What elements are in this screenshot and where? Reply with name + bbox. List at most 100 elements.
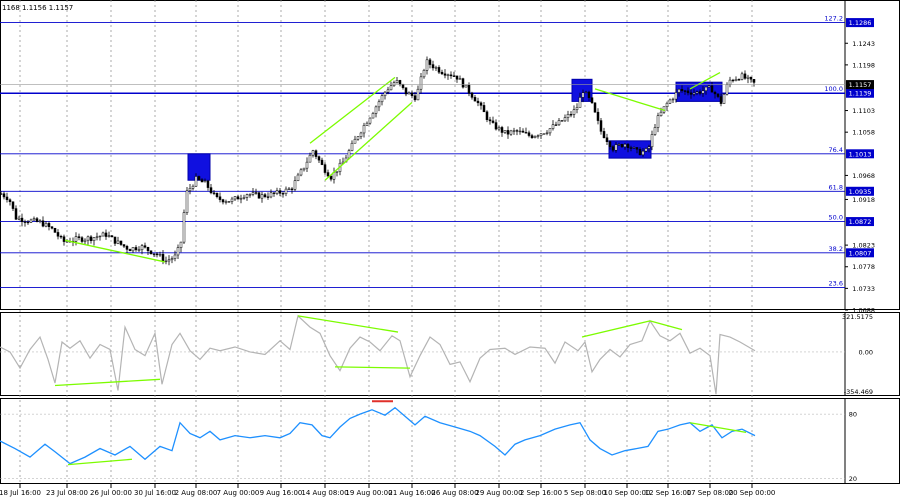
candle[interactable] <box>566 114 570 118</box>
candle[interactable] <box>299 169 303 176</box>
candle[interactable] <box>443 73 447 76</box>
candle[interactable] <box>383 91 387 97</box>
candle[interactable] <box>206 180 210 188</box>
candle[interactable] <box>509 130 513 135</box>
candle[interactable] <box>53 228 57 233</box>
candle[interactable] <box>665 102 669 107</box>
candle[interactable] <box>596 111 600 121</box>
candle[interactable] <box>182 212 186 243</box>
candle[interactable] <box>29 219 33 223</box>
candle[interactable] <box>227 201 231 203</box>
candle[interactable] <box>602 131 606 138</box>
candle[interactable] <box>506 130 510 135</box>
candle[interactable] <box>143 245 147 248</box>
candle[interactable] <box>476 100 480 104</box>
candle[interactable] <box>92 237 96 242</box>
candle[interactable] <box>485 111 489 120</box>
candle[interactable] <box>677 89 681 93</box>
trend-line[interactable] <box>689 72 721 90</box>
candle[interactable] <box>413 95 417 101</box>
price-panel[interactable]: 1.1243 1.1198 1.1103 1.1058 1.0968 1.0918 1.08… <box>0 15 875 315</box>
candle[interactable] <box>77 236 81 238</box>
candle[interactable] <box>554 124 558 126</box>
ind1-line[interactable] <box>0 314 756 395</box>
candle[interactable] <box>83 239 87 242</box>
candle[interactable] <box>317 156 321 161</box>
candle[interactable] <box>191 185 195 189</box>
candle[interactable] <box>188 187 192 192</box>
candle[interactable] <box>14 208 18 220</box>
candle[interactable] <box>428 59 432 65</box>
candle[interactable] <box>167 259 171 262</box>
candle[interactable] <box>197 176 201 180</box>
candle[interactable] <box>209 187 213 194</box>
candle[interactable] <box>224 201 228 203</box>
candle[interactable] <box>431 64 435 69</box>
candle[interactable] <box>752 79 756 83</box>
ind2-trend-line[interactable] <box>67 458 133 466</box>
candle[interactable] <box>395 80 399 83</box>
candle[interactable] <box>131 247 135 252</box>
candle[interactable] <box>533 135 537 138</box>
candle[interactable] <box>635 147 639 150</box>
candle[interactable] <box>584 91 588 94</box>
candle[interactable] <box>347 150 351 159</box>
candle[interactable] <box>620 144 624 148</box>
candle[interactable] <box>212 192 216 194</box>
candle[interactable] <box>722 94 726 104</box>
candle[interactable] <box>419 76 423 90</box>
candle[interactable] <box>59 236 63 238</box>
candle[interactable] <box>551 124 555 129</box>
candle[interactable] <box>272 192 276 194</box>
candle[interactable] <box>254 192 258 194</box>
candle[interactable] <box>350 142 354 151</box>
candle[interactable] <box>200 179 204 183</box>
candle[interactable] <box>512 130 516 132</box>
candle[interactable] <box>401 83 405 88</box>
candle[interactable] <box>302 167 306 171</box>
candle[interactable] <box>380 95 384 103</box>
candle[interactable] <box>494 122 498 130</box>
candle[interactable] <box>518 130 522 133</box>
candle[interactable] <box>683 90 687 92</box>
ind1-trend-line[interactable] <box>334 366 411 369</box>
candle[interactable] <box>20 217 24 223</box>
candle[interactable] <box>56 232 60 237</box>
candle[interactable] <box>416 88 420 101</box>
candle[interactable] <box>335 171 339 173</box>
candle[interactable] <box>179 241 183 248</box>
candle[interactable] <box>671 98 675 101</box>
ind1-trend-line[interactable] <box>649 320 683 331</box>
candle[interactable] <box>644 148 648 152</box>
candle[interactable] <box>194 176 198 187</box>
candle[interactable] <box>110 235 114 238</box>
candle[interactable] <box>743 73 747 79</box>
candle[interactable] <box>164 260 168 263</box>
candle[interactable] <box>698 91 702 94</box>
candle[interactable] <box>737 79 741 81</box>
candle[interactable] <box>581 92 585 98</box>
trend-line[interactable] <box>309 76 396 144</box>
candle[interactable] <box>5 196 9 200</box>
candle[interactable] <box>23 221 27 223</box>
candle[interactable] <box>593 102 597 113</box>
candle[interactable] <box>641 150 645 156</box>
candle[interactable] <box>473 97 477 102</box>
candle[interactable] <box>701 90 705 94</box>
candle[interactable] <box>296 174 300 181</box>
candle[interactable] <box>707 85 711 88</box>
candle[interactable] <box>572 109 576 115</box>
ind2-line[interactable] <box>0 406 756 465</box>
candle[interactable] <box>269 192 273 198</box>
candle[interactable] <box>557 120 561 126</box>
candle[interactable] <box>284 188 288 194</box>
candle[interactable] <box>629 147 633 149</box>
candle[interactable] <box>515 130 519 132</box>
candle[interactable] <box>161 254 165 262</box>
candle[interactable] <box>728 79 732 85</box>
candle[interactable] <box>638 149 642 156</box>
candle[interactable] <box>122 244 126 247</box>
candle[interactable] <box>500 127 504 133</box>
candle[interactable] <box>548 128 552 134</box>
candle[interactable] <box>461 78 465 88</box>
